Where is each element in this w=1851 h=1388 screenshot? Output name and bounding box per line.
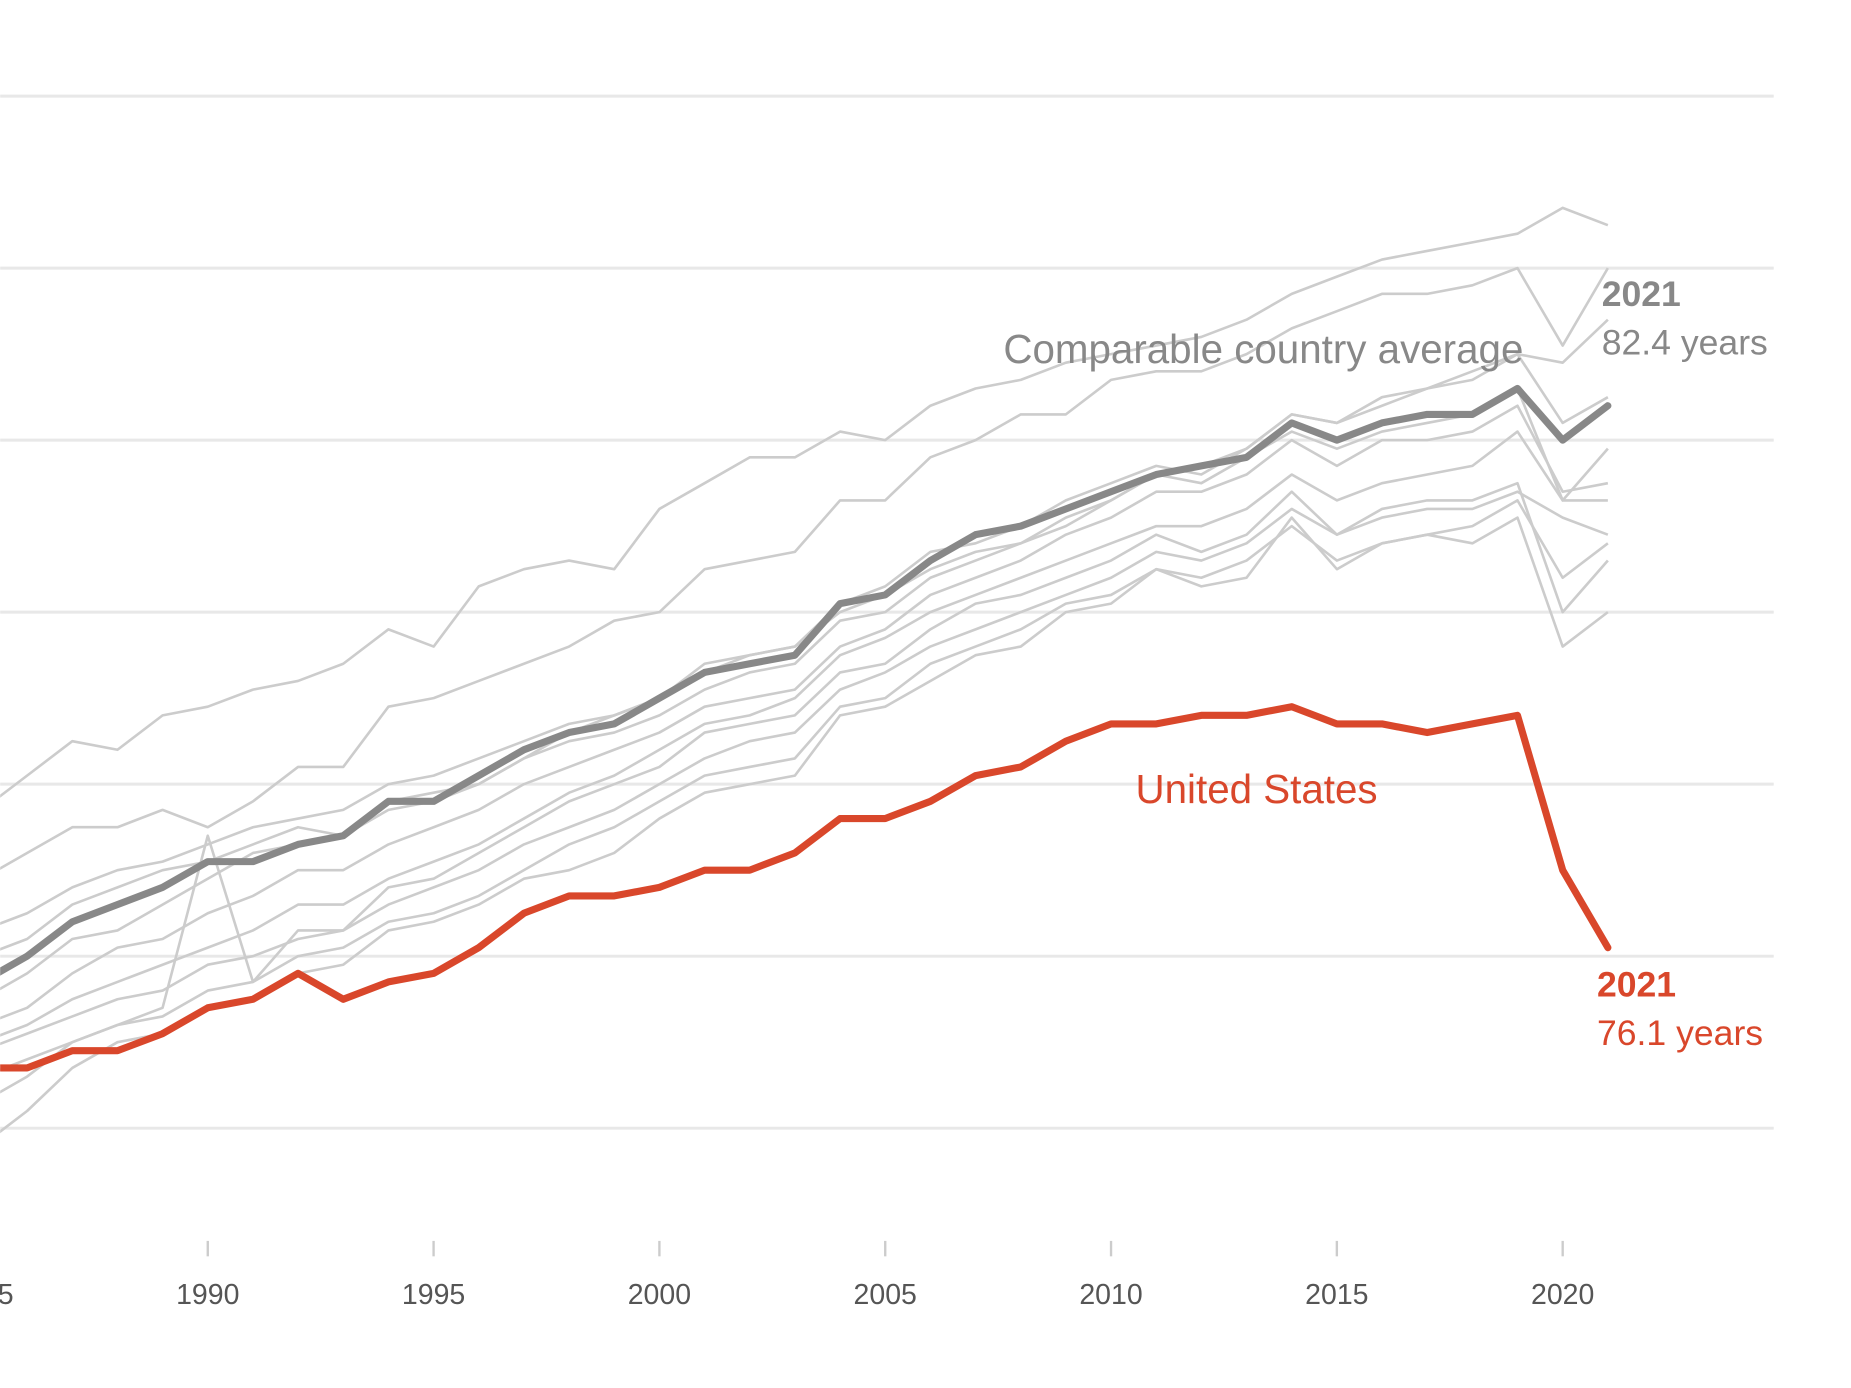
x-tick-label: 1995 bbox=[402, 1279, 465, 1311]
country-line bbox=[0, 430, 1608, 1037]
average-annotation: Comparable country average bbox=[1003, 326, 1523, 372]
us-end-year-label: 2021 bbox=[1597, 965, 1676, 1005]
x-tick-label: 2020 bbox=[1531, 1279, 1594, 1311]
country-line bbox=[0, 404, 1609, 1020]
x-tick-label: 2015 bbox=[1305, 1279, 1368, 1311]
us-annotation: United States bbox=[1135, 766, 1377, 812]
average-end-value-label: 82.4 years bbox=[1602, 323, 1768, 363]
x-tick-label: 1990 bbox=[176, 1279, 239, 1311]
us-end-value-label: 76.1 years bbox=[1597, 1013, 1763, 1053]
country-line bbox=[0, 481, 1609, 1094]
x-tick-label: 2005 bbox=[854, 1279, 917, 1311]
average-line bbox=[0, 384, 1612, 976]
x-tick-label: 1985 bbox=[0, 1279, 14, 1311]
us-line bbox=[0, 703, 1612, 1072]
country-line bbox=[0, 352, 1609, 951]
series-lines bbox=[0, 206, 1612, 1134]
country-line bbox=[0, 266, 1610, 870]
country-line bbox=[0, 206, 1609, 798]
x-tick-label: 2010 bbox=[1079, 1279, 1142, 1311]
x-axis: 1985 1990 1995 2000 2005 2010 2015 2020 bbox=[0, 1240, 1594, 1311]
country-line bbox=[0, 318, 1609, 925]
x-tick-label: 2000 bbox=[628, 1279, 691, 1311]
country-line bbox=[0, 387, 1609, 991]
average-end-year-label: 2021 bbox=[1602, 274, 1681, 314]
